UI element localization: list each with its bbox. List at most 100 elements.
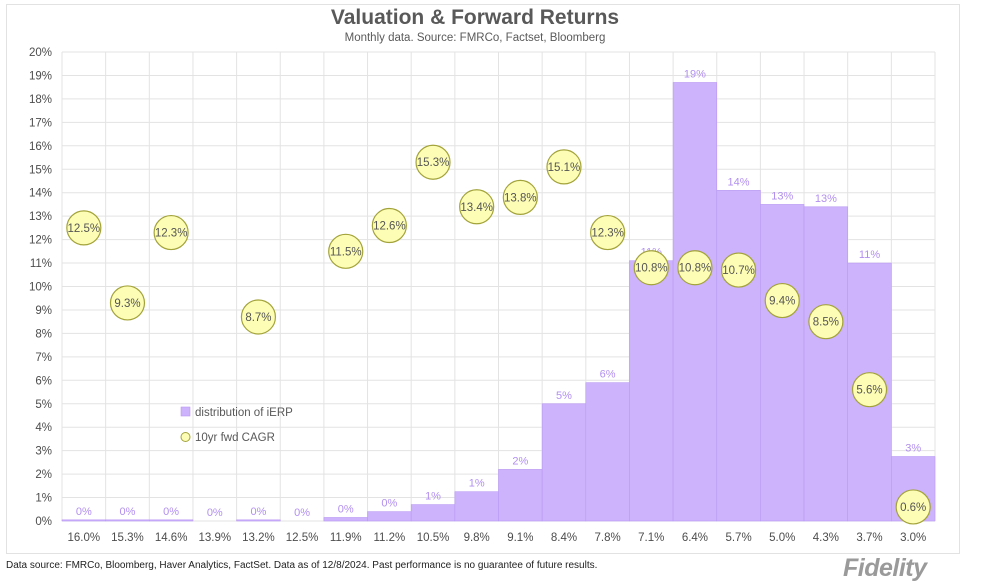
- bar: [541, 403, 587, 522]
- y-tick-label: 10%: [29, 282, 52, 294]
- cagr-bubble: [66, 210, 102, 246]
- bar-label: 6%: [600, 369, 616, 381]
- chart-frame: [6, 4, 960, 554]
- y-tick-label: 0%: [35, 516, 52, 528]
- cagr-label: 12.5%: [68, 223, 101, 235]
- y-tick-label: 17%: [29, 117, 52, 129]
- cagr-label: 9.3%: [114, 298, 140, 310]
- cagr-bubble: [502, 179, 538, 215]
- bar-label: 0%: [163, 506, 179, 518]
- y-tick-label: 1%: [35, 493, 52, 505]
- cagr-bubble: [371, 207, 407, 244]
- bar-label: 0%: [120, 506, 136, 518]
- y-tick-label: 18%: [29, 94, 52, 106]
- bar: [629, 260, 674, 522]
- cagr-label: 15.3%: [417, 157, 450, 169]
- x-tick-label: 5.0%: [769, 532, 795, 544]
- cagr-bubble: [328, 233, 364, 269]
- cagr-label: 15.1%: [548, 162, 581, 174]
- x-tick-label: 11.2%: [373, 532, 405, 544]
- y-tick-label: 16%: [29, 141, 52, 153]
- cagr-bubble: [633, 250, 669, 286]
- legend-label-ierp: distribution of iERP: [195, 407, 293, 419]
- cagr-label: 10.8%: [635, 263, 668, 275]
- cagr-label: 12.3%: [155, 228, 188, 240]
- cagr-label: 12.3%: [591, 228, 624, 240]
- cagr-label: 13.8%: [504, 192, 537, 204]
- bar-label: 5%: [556, 390, 572, 402]
- cagr-bubble: [240, 299, 277, 335]
- bar: [454, 491, 499, 522]
- bar-label: 0%: [294, 507, 310, 519]
- bar-label: 3%: [905, 443, 921, 455]
- y-tick-label: 13%: [29, 211, 52, 223]
- y-tick-label: 3%: [35, 446, 52, 458]
- cagr-bubble: [546, 149, 582, 185]
- bar-label: 1%: [425, 491, 441, 503]
- bar: [323, 517, 368, 522]
- cagr-bubble: [895, 489, 931, 525]
- bar: [105, 519, 150, 522]
- x-tick-label: 10.5%: [417, 532, 450, 544]
- cagr-bubble: [153, 214, 189, 251]
- source-footnote: Data source: FMRCo, Bloomberg, Haver Ana…: [6, 560, 598, 571]
- bar: [716, 190, 761, 522]
- y-tick-label: 6%: [35, 375, 52, 387]
- bar-label: 0%: [76, 506, 92, 518]
- y-tick-label: 12%: [29, 235, 52, 247]
- x-tick-label: 16.0%: [68, 532, 101, 544]
- bar-label: 19%: [684, 68, 706, 80]
- bar: [149, 519, 194, 522]
- bar-label: 13%: [771, 190, 793, 202]
- cagr-bubble: [415, 144, 451, 180]
- bar-label: 0%: [338, 503, 354, 515]
- cagr-label: 13.4%: [460, 202, 493, 214]
- y-tick-label: 7%: [35, 352, 52, 364]
- bar-label: 11%: [859, 249, 880, 261]
- x-tick-label: 7.8%: [595, 532, 621, 544]
- y-tick-label: 20%: [29, 47, 52, 59]
- cagr-label: 10.8%: [679, 263, 712, 275]
- x-tick-label: 5.7%: [725, 532, 751, 544]
- x-tick-label: 12.5%: [286, 532, 319, 544]
- x-tick-label: 3.7%: [856, 532, 882, 544]
- y-tick-label: 5%: [35, 399, 52, 411]
- x-tick-label: 9.8%: [464, 532, 490, 544]
- x-tick-label: 11.9%: [330, 532, 362, 544]
- bar: [410, 504, 456, 522]
- x-tick-label: 4.3%: [813, 532, 839, 544]
- cagr-bubble: [677, 250, 713, 286]
- bar: [585, 382, 630, 522]
- cagr-label: 8.5%: [813, 317, 839, 329]
- cagr-label: 12.6%: [373, 221, 406, 233]
- cagr-bubble: [720, 252, 757, 288]
- y-tick-label: 11%: [30, 258, 52, 270]
- y-tick-label: 19%: [29, 70, 52, 82]
- bar: [803, 206, 848, 522]
- legend-swatch-cagr: [180, 432, 191, 442]
- y-tick-label: 15%: [29, 164, 52, 176]
- y-tick-label: 8%: [35, 328, 52, 340]
- fidelity-logo: Fidelity: [843, 554, 927, 582]
- cagr-bubble: [459, 189, 495, 225]
- x-tick-label: 3.0%: [900, 532, 926, 544]
- cagr-label: 5.6%: [856, 385, 882, 397]
- cagr-bubble: [851, 372, 888, 408]
- chart-title: Valuation & Forward Returns: [330, 6, 620, 29]
- bar: [367, 511, 412, 522]
- y-tick-label: 14%: [29, 188, 52, 200]
- bar: [672, 82, 718, 522]
- legend-swatch-ierp: [180, 406, 191, 417]
- bar: [498, 469, 543, 522]
- bar-label: 0%: [381, 498, 397, 510]
- cagr-bubble: [764, 282, 800, 319]
- y-tick-label: 9%: [35, 305, 52, 317]
- x-tick-label: 9.1%: [507, 532, 533, 544]
- bar: [760, 204, 805, 522]
- cagr-label: 9.4%: [769, 296, 795, 308]
- cagr-bubble: [808, 304, 844, 340]
- cagr-bubble: [590, 214, 626, 251]
- x-tick-label: 15.3%: [111, 532, 144, 544]
- y-tick-label: 2%: [35, 469, 52, 481]
